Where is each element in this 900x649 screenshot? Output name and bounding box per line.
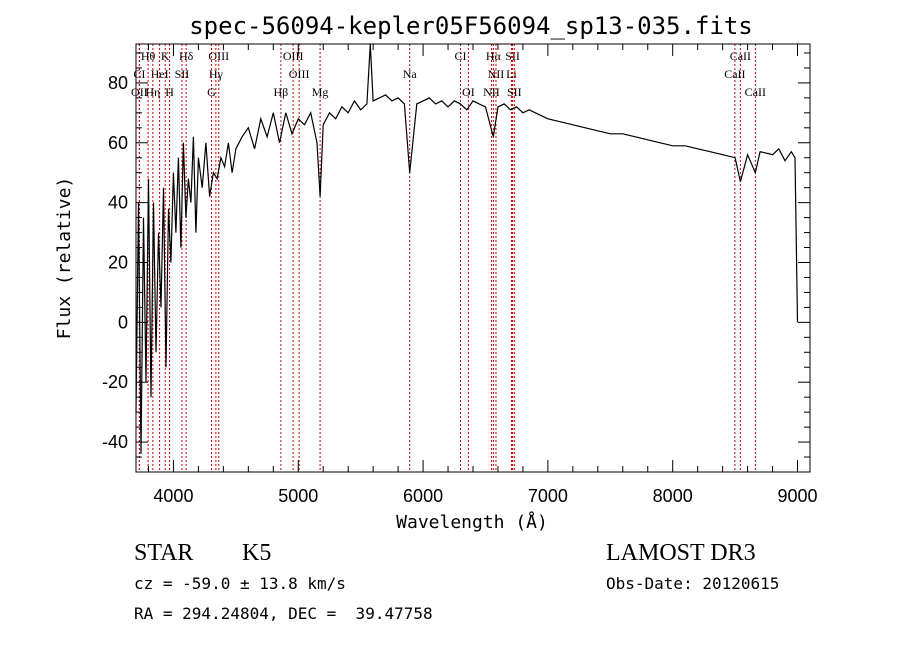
obs-date: Obs-Date: 20120615: [606, 574, 780, 593]
line-label-27: CaII: [745, 85, 766, 99]
y-tick-label-1: -20: [102, 372, 128, 392]
line-label-3: OIII: [208, 49, 229, 63]
line-label-2: Hδ: [179, 49, 194, 63]
line-label-1: K: [161, 49, 170, 63]
y-tick-label-3: 20: [108, 252, 128, 272]
x-axis-label: Wavelength (Å): [396, 511, 548, 533]
y-tick-label-2: 0: [118, 312, 128, 332]
line-label-5: CI: [455, 49, 467, 63]
line-label-11: SII: [175, 67, 190, 81]
line-label-4: OIII: [283, 49, 304, 63]
line-label-18: OII: [131, 85, 148, 99]
line-label-22: Hβ: [274, 85, 289, 99]
survey-name: LAMOST DR3: [606, 540, 756, 566]
x-tick-label-1: 5000: [278, 486, 318, 506]
x-tick-label-0: 4000: [153, 486, 193, 506]
line-label-19: Hη: [145, 85, 160, 99]
line-label-13: OIII: [289, 67, 310, 81]
line-label-16: Li: [506, 67, 517, 81]
plot-frame: [135, 43, 811, 473]
line-label-26: SII: [507, 85, 522, 99]
y-tick-label-6: 80: [108, 73, 128, 93]
line-label-10: HeI: [151, 67, 169, 81]
y-tick-label-4: 40: [108, 193, 128, 213]
line-label-12: Hγ: [209, 67, 224, 81]
y-axis-label: Flux (relative): [54, 177, 75, 340]
axis-ticks: 4000 5000 6000 7000 8000 9000 -40 -20 0 20 40 60 80: [102, 44, 818, 506]
line-label-17: CaII: [724, 67, 745, 81]
x-tick-label-4: 8000: [653, 486, 693, 506]
chart-title: spec-56094-kepler05F56094_sp13-035.fits: [189, 12, 753, 40]
line-label-24: OI: [462, 85, 475, 99]
line-label-23: Mg: [312, 85, 329, 99]
line-label-8: CaII: [730, 49, 751, 63]
spectral-subclass: K5: [242, 540, 272, 566]
line-label-7: SII: [505, 49, 520, 63]
line-label-15: NII: [488, 67, 505, 81]
y-tick-label-5: 60: [108, 133, 128, 153]
redshift-readout: cz = -59.0 ± 13.8 km/s: [134, 574, 346, 593]
y-tick-label-0: -40: [102, 432, 128, 452]
x-tick-label-5: 9000: [777, 486, 817, 506]
line-label-14: Na: [403, 67, 418, 81]
x-tick-label-2: 6000: [403, 486, 443, 506]
line-label-25: NII: [483, 85, 500, 99]
coordinates: RA = 294.24804, DEC = 39.47758: [134, 604, 433, 623]
object-class: STAR: [134, 540, 194, 566]
line-label-0: Hθ: [141, 49, 156, 63]
line-label-6: Hα: [486, 49, 502, 63]
line-label-21: G: [207, 85, 216, 99]
x-tick-label-3: 7000: [528, 486, 568, 506]
spectrum-series: [135, 43, 799, 455]
line-label-20: H: [165, 85, 174, 99]
